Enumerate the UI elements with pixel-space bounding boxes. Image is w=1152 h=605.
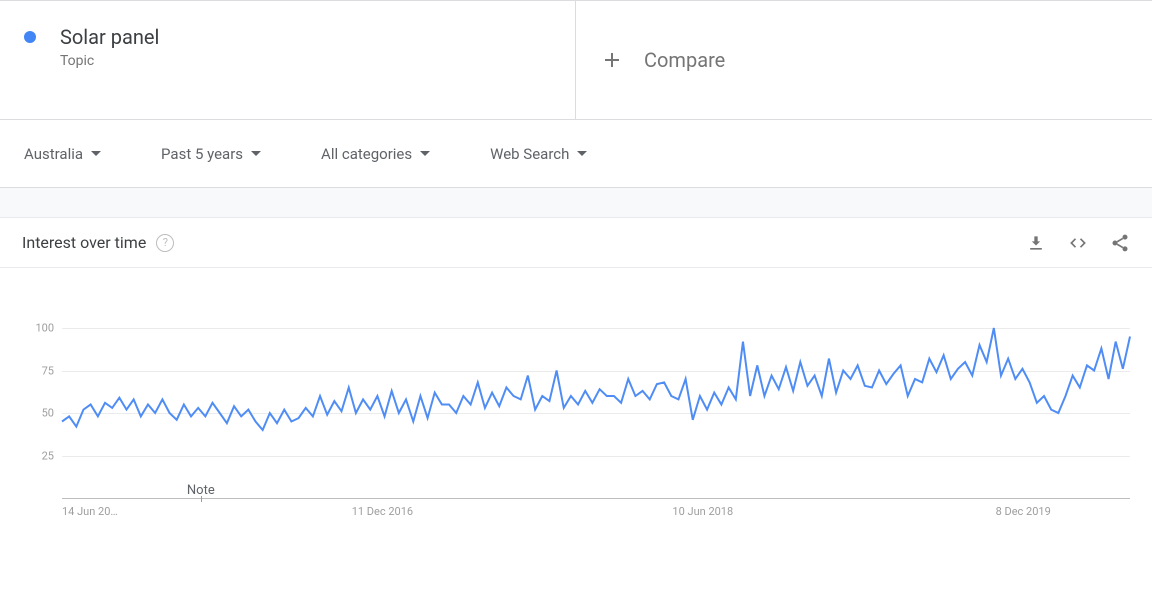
share-button[interactable] [1110, 233, 1130, 253]
chart-x-axis: 14 Jun 20… 11 Dec 2016 10 Jun 2018 8 Dec 20… [62, 498, 1130, 534]
search-type-filter-label: Web Search [490, 145, 569, 163]
caret-down-icon [577, 151, 587, 156]
term-name: Solar panel [60, 25, 159, 49]
x-axis-label: 14 Jun 20… [62, 505, 118, 518]
time-filter-label: Past 5 years [161, 145, 243, 163]
term-color-dot [24, 31, 36, 43]
section-divider [0, 188, 1152, 218]
x-axis-label: 11 Dec 2016 [352, 505, 413, 518]
compare-label: Compare [644, 48, 725, 72]
region-filter-label: Australia [24, 145, 83, 163]
download-button[interactable] [1026, 233, 1046, 253]
category-filter-label: All categories [321, 145, 412, 163]
add-compare-button[interactable]: Compare [576, 1, 1152, 119]
filters-bar: Australia Past 5 years All categories We… [0, 120, 1152, 188]
search-type-filter[interactable]: Web Search [490, 145, 587, 163]
code-icon [1068, 233, 1088, 253]
x-axis-label: 10 Jun 2018 [672, 505, 733, 518]
chart-title: Interest over time [22, 233, 146, 252]
embed-button[interactable] [1068, 233, 1088, 253]
y-axis-label: 75 [22, 364, 54, 377]
term-type: Topic [60, 53, 159, 69]
search-term-card[interactable]: Solar panel Topic [0, 1, 576, 119]
x-axis-label: 8 Dec 2019 [996, 505, 1051, 518]
chart-header: Interest over time ? [0, 218, 1152, 268]
plus-icon [600, 48, 624, 72]
share-icon [1110, 233, 1130, 253]
y-axis-label: 100 [22, 322, 54, 335]
y-axis-label: 50 [22, 407, 54, 420]
caret-down-icon [91, 151, 101, 156]
chart-area: 100755025 14 Jun 20…11 Dec 201610 Jun 20… [0, 268, 1152, 534]
time-filter[interactable]: Past 5 years [161, 145, 261, 163]
y-axis-label: 25 [22, 449, 54, 462]
region-filter[interactable]: Australia [24, 145, 101, 163]
caret-down-icon [251, 151, 261, 156]
category-filter[interactable]: All categories [321, 145, 430, 163]
caret-down-icon [420, 151, 430, 156]
download-icon [1026, 233, 1046, 253]
chart-note[interactable]: Note [187, 483, 215, 498]
chart-plot[interactable]: 100755025 [62, 328, 1130, 498]
help-icon[interactable]: ? [156, 234, 174, 252]
chart-line-svg [62, 328, 1130, 498]
